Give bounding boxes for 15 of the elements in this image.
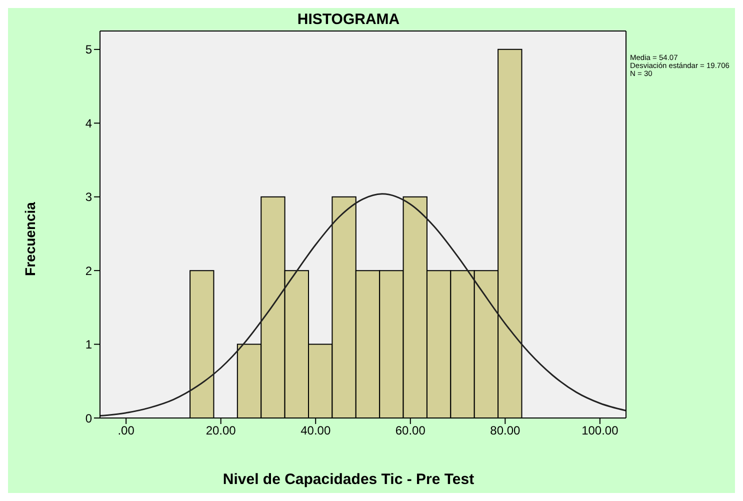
y-tick-label: 1	[85, 338, 92, 352]
y-tick-label: 3	[85, 190, 92, 204]
y-tick-label: 4	[85, 116, 92, 130]
x-tick-label: .00	[118, 424, 135, 438]
y-tick-label: 0	[85, 411, 92, 426]
x-axis-title: Nivel de Capacidades Tic - Pre Test	[222, 471, 476, 488]
x-tick-label: 40.00	[300, 424, 331, 438]
y-tick-label: 5	[85, 42, 92, 57]
x-tick-label: 100.00	[582, 424, 619, 438]
x-tick-label: 20.00	[206, 424, 236, 438]
chart-title: HISTOGRAMA	[296, 11, 401, 28]
y-tick-label: 2	[85, 264, 92, 278]
x-tick-label: 80.00	[490, 424, 520, 438]
x-tick-label: 60.00	[395, 424, 426, 438]
y-axis-title: Frecuencia	[22, 202, 38, 276]
